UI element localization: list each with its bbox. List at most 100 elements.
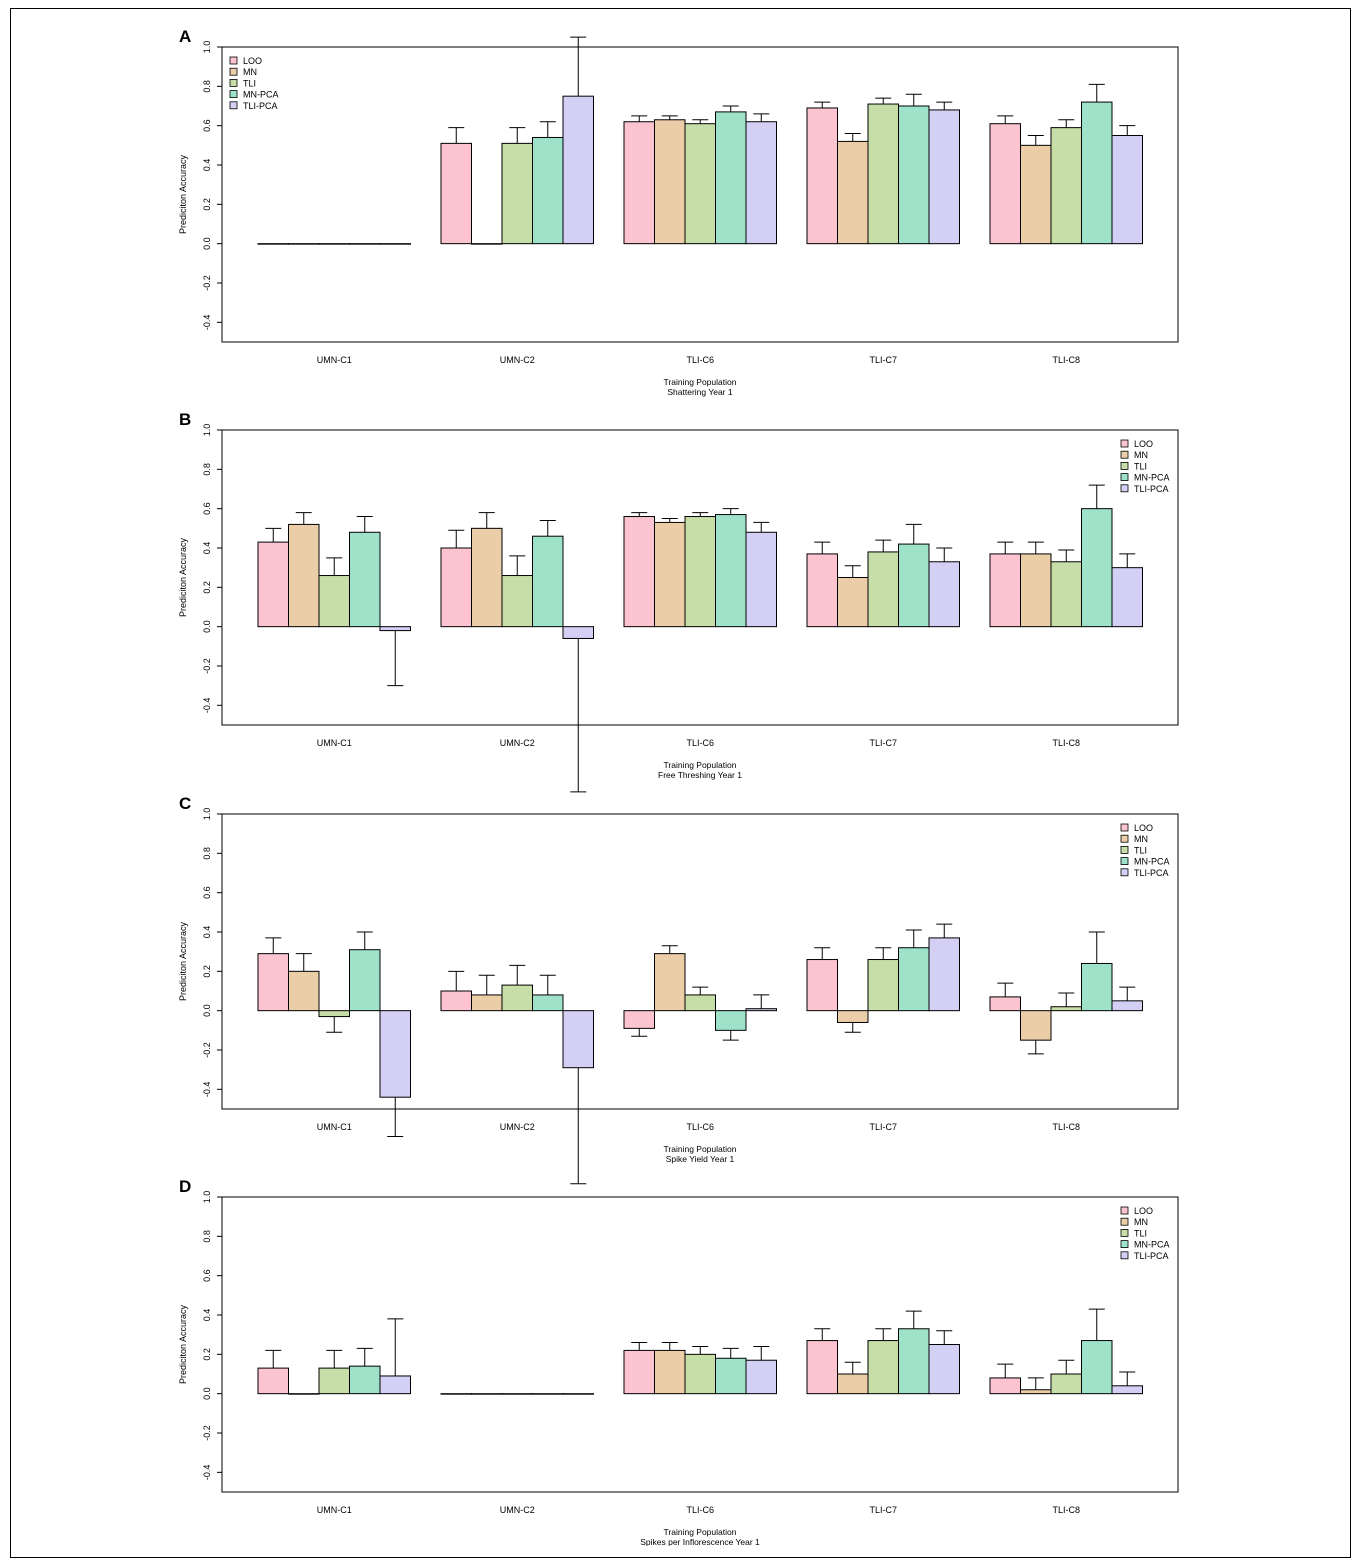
- bar-tli-c8-mn-pca: [1081, 508, 1113, 628]
- x-tick-label: UMN-C2: [500, 738, 535, 748]
- legend-label-mn: MN: [1134, 834, 1148, 844]
- bar-tli-c8-tli-pca: [1111, 135, 1143, 245]
- legend-label-tli-pca: TLI-PCA: [1134, 484, 1169, 494]
- bar-tli-c6-mn: [654, 953, 686, 1012]
- bar-umn-c2-mn: [471, 527, 503, 628]
- bar-tli-c6-tli-pca: [745, 531, 777, 628]
- bar-umn-c1-tli-pca: [379, 1375, 411, 1395]
- bar-tli-c7-loo: [806, 553, 838, 628]
- bar-tli-c8-tli: [1050, 1006, 1082, 1012]
- y-tick-label: 0.2: [202, 198, 212, 211]
- x-axis-label: Training Population: [664, 377, 737, 387]
- x-axis-label: Training Population: [664, 1144, 737, 1154]
- bar-tli-c7-mn: [837, 577, 869, 628]
- y-tick-label: -0.4: [202, 1465, 212, 1481]
- x-tick-label: UMN-C1: [317, 738, 352, 748]
- bar-tli-c8-mn: [1020, 144, 1052, 245]
- x-tick-label: TLI-C7: [869, 1122, 897, 1132]
- x-tick-label: TLI-C7: [869, 355, 897, 365]
- legend-label-tli-pca: TLI-PCA: [1134, 868, 1169, 878]
- legend-swatch-tli: [1120, 461, 1129, 470]
- bar-umn-c1-mn-pca: [349, 531, 381, 628]
- bar-umn-c2-tli-pca: [562, 626, 594, 639]
- legend-swatch-mn: [229, 67, 238, 76]
- legend-label-mn-pca: MN-PCA: [243, 90, 279, 100]
- bar-umn-c2-mn-pca: [532, 1393, 564, 1395]
- bar-tli-c7-mn: [837, 140, 869, 245]
- x-tick-label: UMN-C2: [500, 1505, 535, 1515]
- bar-tli-c7-tli: [867, 103, 899, 245]
- legend-swatch-loo: [229, 56, 238, 65]
- y-tick-label: -0.2: [202, 275, 212, 291]
- y-tick-label: 0.6: [202, 1269, 212, 1282]
- bar-tli-c7-mn-pca: [898, 947, 930, 1012]
- y-tick-label: 0.2: [202, 1348, 212, 1361]
- bar-umn-c2-loo: [440, 1393, 472, 1395]
- bar-umn-c1-loo: [257, 1367, 289, 1395]
- bar-umn-c1-tli-pca: [379, 1010, 411, 1098]
- bar-tli-c8-tli: [1050, 561, 1082, 628]
- bar-umn-c1-tli: [318, 1367, 350, 1395]
- panel-subtitle: Shattering Year 1: [667, 387, 732, 397]
- legend-label-mn: MN: [1134, 1217, 1148, 1227]
- bar-umn-c1-tli: [318, 575, 350, 628]
- bar-umn-c2-tli-pca: [562, 1393, 594, 1395]
- bar-tli-c6-loo: [623, 1349, 655, 1395]
- bar-umn-c2-tli-pca: [562, 95, 594, 245]
- bar-umn-c2-mn: [471, 243, 503, 245]
- x-axis-label: Training Population: [664, 1527, 737, 1537]
- bar-tli-c6-mn-pca: [715, 1010, 747, 1031]
- panel-subtitle: Spike Yield Year 1: [666, 1154, 735, 1164]
- bar-umn-c2-tli: [501, 1393, 533, 1395]
- x-tick-label: UMN-C2: [500, 1122, 535, 1132]
- bar-tli-c8-loo: [989, 553, 1021, 628]
- legend-label-loo: LOO: [1134, 823, 1153, 833]
- bar-umn-c1-mn-pca: [349, 949, 381, 1012]
- y-tick-label: 0.6: [202, 119, 212, 132]
- x-tick-label: TLI-C8: [1052, 355, 1080, 365]
- bar-tli-c6-mn: [654, 1349, 686, 1395]
- legend-label-mn-pca: MN-PCA: [1134, 1240, 1170, 1250]
- bar-tli-c7-loo: [806, 1340, 838, 1395]
- y-tick-label: 1.0: [202, 808, 212, 821]
- bar-tli-c7-tli-pca: [928, 109, 960, 245]
- y-tick-label: -0.4: [202, 315, 212, 331]
- y-axis-label: Prediciton Accuracy: [178, 921, 188, 1001]
- panel-letter-D: D: [179, 1177, 191, 1196]
- y-axis-label: Prediciton Accuracy: [178, 537, 188, 617]
- legend-swatch-tli: [1120, 1229, 1129, 1237]
- bar-tli-c7-tli: [867, 551, 899, 628]
- x-axis-label: Training Population: [664, 760, 737, 770]
- y-tick-label: 0.4: [202, 926, 212, 939]
- bar-umn-c2-tli: [501, 575, 533, 628]
- bar-tli-c8-tli: [1050, 1373, 1082, 1395]
- bar-tli-c8-tli-pca: [1111, 567, 1143, 628]
- bar-umn-c2-tli-pca: [562, 1010, 594, 1069]
- bar-tli-c8-mn-pca: [1081, 101, 1113, 245]
- bar-umn-c1-tli: [318, 243, 350, 245]
- legend-label-tli-pca: TLI-PCA: [1134, 1251, 1169, 1261]
- legend-swatch-tli-pca: [229, 101, 238, 110]
- bar-umn-c1-mn-pca: [349, 243, 381, 245]
- y-tick-label: 1.0: [202, 424, 212, 437]
- x-tick-label: UMN-C1: [317, 355, 352, 365]
- bar-tli-c7-mn: [837, 1010, 869, 1023]
- y-axis-label: Prediciton Accuracy: [178, 154, 188, 234]
- x-tick-label: TLI-C8: [1052, 1122, 1080, 1132]
- y-tick-label: 0.0: [202, 620, 212, 633]
- bar-tli-c8-mn: [1020, 1010, 1052, 1041]
- y-tick-label: 0.8: [202, 1230, 212, 1243]
- bar-umn-c1-loo: [257, 541, 289, 628]
- y-tick-label: 0.0: [202, 1387, 212, 1400]
- legend-label-tli: TLI: [1134, 1228, 1147, 1238]
- bar-umn-c1-loo: [257, 953, 289, 1012]
- y-tick-label: 0.6: [202, 502, 212, 515]
- bar-umn-c1-tli-pca: [379, 626, 411, 632]
- y-tick-label: 0.2: [202, 965, 212, 978]
- y-tick-label: -0.4: [202, 1082, 212, 1098]
- legend-swatch-loo: [1120, 439, 1129, 448]
- bar-umn-c2-loo: [440, 142, 472, 245]
- plot-area-B: [221, 429, 1179, 726]
- y-tick-label: -0.2: [202, 658, 212, 674]
